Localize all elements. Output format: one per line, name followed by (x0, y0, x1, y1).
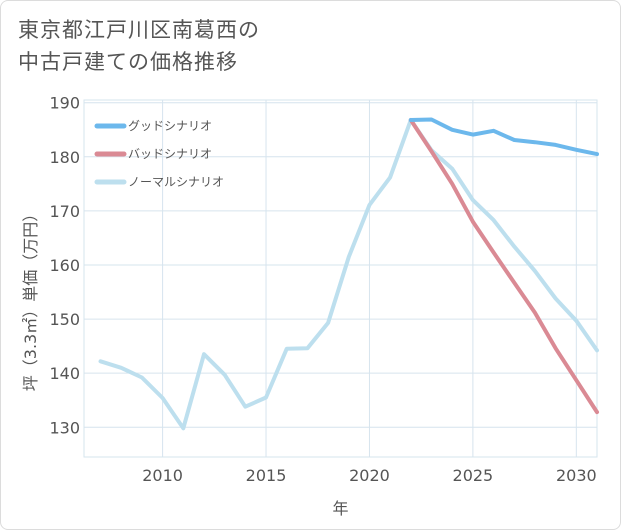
series-line-1 (408, 118, 599, 415)
y-tick-180: 180 (49, 148, 80, 167)
x-tick-2015: 2015 (246, 466, 287, 485)
x-tick-2010: 2010 (142, 466, 183, 485)
legend-label-1: バッドシナリオ (128, 147, 212, 161)
title-line-1: 東京都江戸川区南葛西の (18, 18, 260, 42)
series-line-2 (98, 118, 599, 431)
legend-label-2: ノーマルシナリオ (128, 175, 224, 189)
chart-title: 東京都江戸川区南葛西の 中古戸建ての価格推移 (18, 14, 260, 78)
title-line-2: 中古戸建ての価格推移 (18, 50, 238, 74)
y-tick-130: 130 (49, 418, 80, 437)
x-tick-2030: 2030 (556, 466, 597, 485)
y-tick-160: 160 (49, 256, 80, 275)
plot-area (83, 99, 598, 458)
x-tick-2025: 2025 (453, 466, 494, 485)
x-axis-label: 年 (332, 499, 348, 518)
y-axis-label: 坪（3.3㎡）単価（万円） (21, 206, 40, 391)
series-layer (98, 117, 599, 431)
y-tick-190: 190 (49, 94, 80, 113)
grid (83, 99, 598, 458)
y-tick-140: 140 (49, 364, 80, 383)
series-line-0 (408, 117, 599, 157)
tick-labels: 130 140 150 160 170 180 190 2010 2015 2020 2025 203… (49, 94, 596, 485)
x-tick-2020: 2020 (349, 466, 390, 485)
y-tick-170: 170 (49, 202, 80, 221)
y-tick-150: 150 (49, 310, 80, 329)
legend-label-0: グッドシナリオ (128, 119, 212, 133)
